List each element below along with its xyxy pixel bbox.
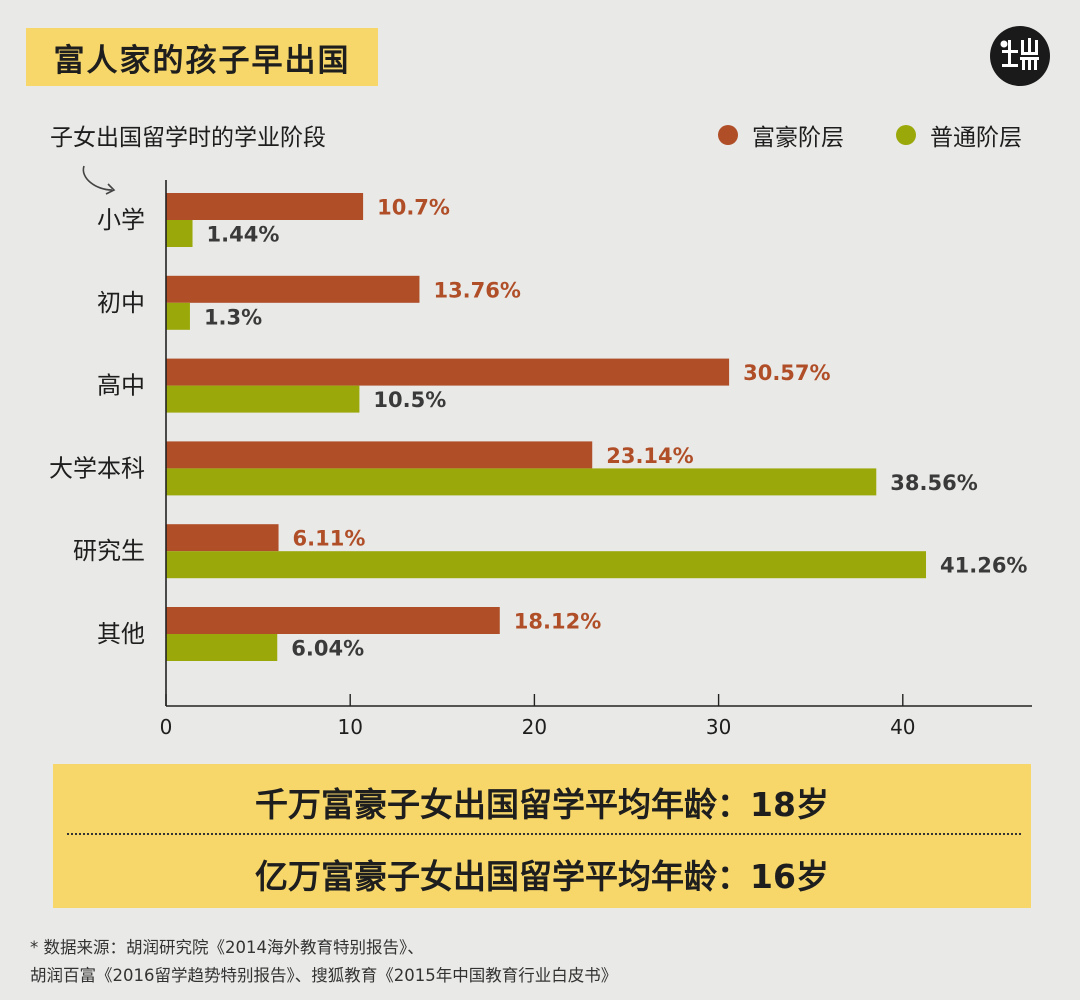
category-label: 小学 (97, 206, 145, 234)
bar-rich (166, 193, 364, 220)
bar-rich (166, 607, 500, 634)
bar-rich (166, 441, 593, 469)
legend-item-ordinary: 普通阶层 (896, 118, 1022, 152)
info-line-1-text: 千万富豪子女出国留学平均年龄： (255, 785, 751, 824)
value-label-rich: 18.12% (514, 610, 601, 634)
chart-subtitle: 子女出国留学时的学业阶段 (50, 125, 326, 151)
category-label: 大学本科 (49, 454, 145, 482)
bar-ordinary (166, 634, 278, 661)
bar-rich (166, 524, 279, 552)
x-tick-label: 0 (160, 715, 173, 739)
average-age-panel: 千万富豪子女出国留学平均年龄：18岁 亿万富豪子女出国留学平均年龄：16岁 (53, 764, 1031, 908)
value-label-rich: 6.11% (293, 527, 366, 551)
x-tick-label: 40 (890, 715, 915, 739)
value-label-rich: 10.7% (377, 196, 450, 220)
source-line-2: 胡润百富《2016留学趋势特别报告》、搜狐教育《2015年中国教育行业白皮书》 (30, 966, 618, 985)
legend-item-rich: 富豪阶层 (718, 118, 844, 152)
x-tick-label: 10 (337, 715, 362, 739)
subtitle-arrow-icon (82, 165, 116, 195)
source-line-1: * 数据来源：胡润研究院《2014海外教育特别报告》、 (30, 938, 424, 957)
value-label-ordinary: 1.3% (204, 305, 262, 329)
value-label-rich: 30.57% (743, 361, 830, 385)
legend-label-rich: 富豪阶层 (752, 125, 844, 151)
category-label: 高中 (97, 372, 145, 400)
bar-ordinary (166, 385, 360, 413)
info-line-1-value: 18岁 (750, 785, 829, 824)
bar-ordinary (166, 551, 927, 579)
value-label-ordinary: 6.04% (291, 637, 364, 661)
bar-ordinary (166, 302, 190, 330)
x-tick-label: 30 (706, 715, 731, 739)
info-line-2: 亿万富豪子女出国留学平均年龄：16岁 (53, 850, 1031, 898)
category-label: 初中 (97, 289, 145, 317)
value-label-ordinary: 38.56% (890, 471, 977, 495)
brand-logo-icon (990, 26, 1050, 86)
legend-label-ordinary: 普通阶层 (930, 125, 1022, 151)
bar-ordinary (166, 220, 193, 247)
bar-chart: 小学 10.7% 1.44% 初中 13.76% 1.3% 高中 30.57% 10.5% 大学本… (49, 165, 1032, 739)
value-label-rich: 23.14% (606, 444, 693, 468)
value-label-ordinary: 1.44% (207, 223, 280, 247)
info-line-1: 千万富豪子女出国留学平均年龄：18岁 (53, 778, 1031, 826)
info-line-2-text: 亿万富豪子女出国留学平均年龄： (255, 857, 751, 896)
legend-dot-ordinary (896, 125, 916, 145)
info-divider (67, 833, 1021, 835)
bar-rich (166, 275, 420, 303)
x-tick-label: 20 (522, 715, 547, 739)
category-label: 其他 (97, 620, 145, 648)
value-label-rich: 13.76% (433, 278, 520, 302)
category-label: 研究生 (73, 537, 145, 565)
info-line-2-value: 16岁 (750, 857, 829, 896)
bar-rich (166, 358, 730, 386)
value-label-ordinary: 41.26% (940, 554, 1027, 578)
value-label-ordinary: 10.5% (373, 388, 446, 412)
legend-dot-rich (718, 125, 738, 145)
bar-ordinary (166, 468, 877, 496)
chart-title: 富人家的孩子早出国 (26, 28, 378, 86)
